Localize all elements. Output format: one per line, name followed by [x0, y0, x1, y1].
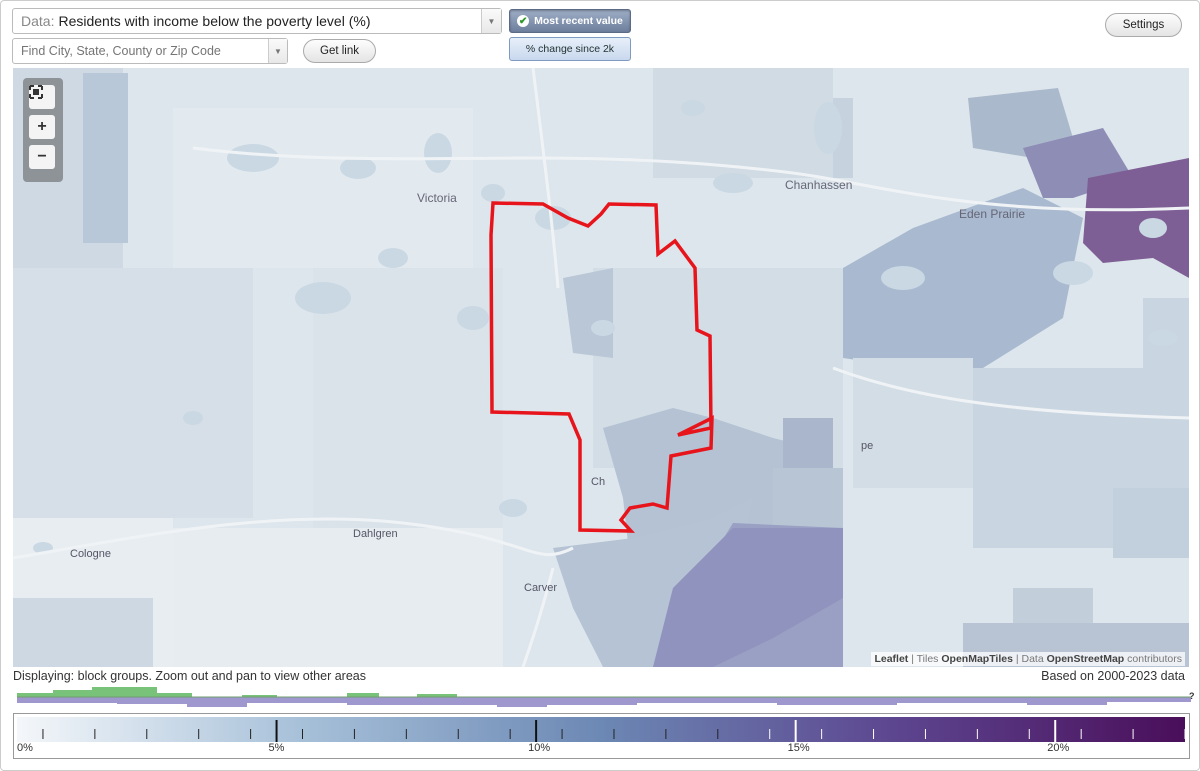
map-attribution: Leaflet | Tiles OpenMapTiles | Data Open… [871, 652, 1185, 666]
zoom-in-button[interactable]: + [29, 115, 55, 139]
legend-ticks [42, 720, 1185, 742]
openmaptiles-link[interactable]: OpenMapTiles [941, 653, 1013, 665]
settings-button[interactable]: Settings [1105, 13, 1182, 37]
legend-tick-label: 0% [17, 742, 33, 754]
histogram-upper [17, 687, 1191, 697]
location-search-input[interactable] [12, 38, 288, 64]
place-label-carver: Carver [524, 582, 558, 594]
map-canvas[interactable] [13, 68, 1189, 667]
place-label-shakopee-partial: pe [861, 440, 874, 452]
zoom-control-panel: + − [23, 78, 63, 182]
chevron-down-icon[interactable]: ▼ [481, 9, 501, 33]
attribution-data-prefix: Data [1021, 653, 1047, 665]
most-recent-value-toggle[interactable]: ✔ Most recent value [509, 9, 631, 33]
color-legend: 0% 5% 10% 15% 20% [13, 713, 1190, 759]
place-label-chanhassen: Chanhassen [785, 178, 853, 192]
attribution-separator: | [1012, 653, 1022, 665]
percent-change-label: % change since 2k [525, 43, 615, 55]
most-recent-value-label: Most recent value [534, 15, 623, 27]
chevron-down-icon[interactable]: ▼ [268, 39, 287, 63]
legend-tick-label: 15% [787, 742, 810, 754]
data-select-value: Residents with income below the poverty … [58, 13, 371, 29]
display-note: Displaying: block groups. Zoom out and p… [13, 669, 366, 683]
legend-tick-label: 5% [268, 742, 285, 754]
fit-bounds-button[interactable] [29, 85, 55, 109]
place-label-dahlgren: Dahlgren [353, 528, 398, 540]
checkmark-icon: ✔ [517, 15, 530, 27]
map-view[interactable]: + − Victoria Chanhassen Eden Prairie Dah… [13, 68, 1189, 667]
lakes-layer [33, 100, 1178, 554]
leaflet-link[interactable]: Leaflet [874, 653, 909, 665]
data-select-prefix: Data: [21, 13, 55, 29]
place-label-cologne: Cologne [70, 548, 111, 560]
legend-color-bar [17, 717, 1185, 742]
zoom-out-button[interactable]: − [29, 145, 55, 169]
legend-tick-label: 10% [528, 742, 551, 754]
data-range-note: Based on 2000-2023 data [1041, 669, 1185, 683]
roads-layer [13, 68, 1189, 667]
place-label-chaska-partial: Ch [591, 476, 606, 488]
percent-change-toggle[interactable]: % change since 2k [509, 37, 631, 61]
highlighted-area-outline [489, 201, 714, 533]
attribution-contributors: contributors [1124, 653, 1182, 665]
get-link-button[interactable]: Get link [303, 39, 376, 63]
attribution-tiles-prefix: Tiles [916, 653, 942, 665]
openstreetmap-link[interactable]: OpenStreetMap [1046, 653, 1125, 665]
data-select[interactable]: Data: Residents with income below the po… [12, 8, 502, 34]
histogram-lower [17, 697, 1191, 707]
attribution-separator: | [908, 653, 917, 665]
value-histogram [17, 687, 1191, 707]
legend-tick-label: 20% [1047, 742, 1070, 754]
unknown-values-mark: ? [1189, 691, 1195, 701]
choropleth-layer [13, 68, 1189, 667]
place-label-victoria: Victoria [417, 191, 457, 205]
place-label-eden-prairie: Eden Prairie [959, 207, 1026, 221]
fit-bounds-icon [29, 85, 43, 99]
legend-gradient [17, 717, 1185, 742]
